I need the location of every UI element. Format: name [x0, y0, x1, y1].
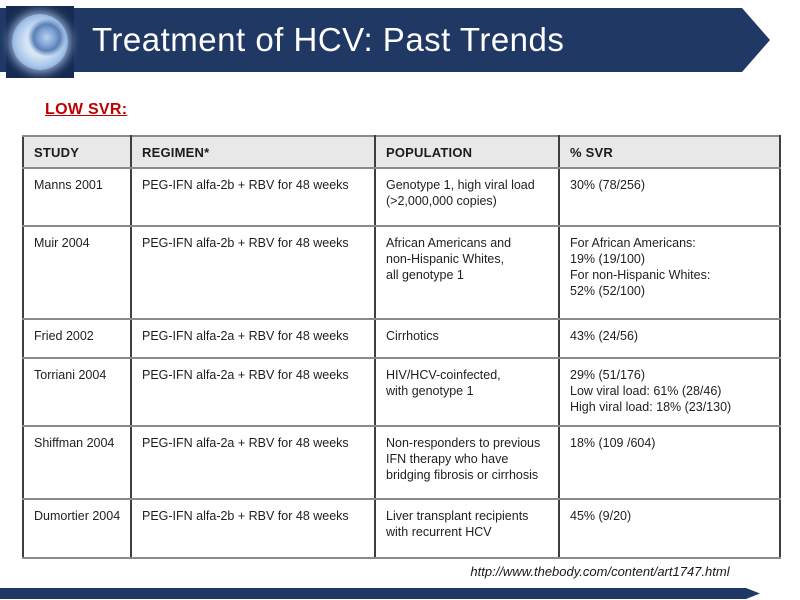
col-header-svr: % SVR [558, 135, 781, 169]
cell-svr: 43% (24/56) [558, 318, 781, 359]
cell-study: Muir 2004 [22, 225, 132, 320]
cell-svr: 30% (78/256) [558, 167, 781, 227]
cell-population: Genotype 1, high viral load (>2,000,000 … [374, 167, 560, 227]
cell-svr: 45% (9/20) [558, 498, 781, 559]
footer-bar [0, 588, 760, 599]
table-row: Fried 2002 PEG-IFN alfa-2a + RBV for 48 w… [22, 318, 781, 359]
cell-study: Manns 2001 [22, 167, 132, 227]
logo-box [6, 6, 74, 78]
cell-svr: 18% (109 /604) [558, 425, 781, 500]
hcv-studies-table: STUDY REGIMEN* POPULATION % SVR Manns 20… [22, 135, 781, 559]
cell-population: African Americans and non-Hispanic White… [374, 225, 560, 320]
page-title: Treatment of HCV: Past Trends [92, 21, 565, 58]
col-header-regimen: REGIMEN* [130, 135, 376, 169]
table-header-row: STUDY REGIMEN* POPULATION % SVR [22, 135, 781, 169]
cell-regimen: PEG-IFN alfa-2a + RBV for 48 weeks [130, 425, 376, 500]
hcv-virus-icon [12, 14, 68, 70]
table-row: Muir 2004 PEG-IFN alfa-2b + RBV for 48 we… [22, 225, 781, 320]
cell-regimen: PEG-IFN alfa-2b + RBV for 48 weeks [130, 225, 376, 320]
cell-study: Shiffman 2004 [22, 425, 132, 500]
cell-population: Liver transplant recipients with recurre… [374, 498, 560, 559]
col-header-population: POPULATION [374, 135, 560, 169]
cell-population: Non-responders to previous IFN therapy w… [374, 425, 560, 500]
cell-study: Fried 2002 [22, 318, 132, 359]
table-row: Shiffman 2004 PEG-IFN alfa-2a + RBV for 4… [22, 425, 781, 500]
cell-regimen: PEG-IFN alfa-2b + RBV for 48 weeks [130, 167, 376, 227]
table-row: Dumortier 2004 PEG-IFN alfa-2b + RBV for … [22, 498, 781, 559]
cell-svr: 29% (51/176) Low viral load: 61% (28/46)… [558, 357, 781, 427]
col-header-study: STUDY [22, 135, 132, 169]
cell-regimen: PEG-IFN alfa-2a + RBV for 48 weeks [130, 318, 376, 359]
cell-regimen: PEG-IFN alfa-2a + RBV for 48 weeks [130, 357, 376, 427]
section-label-low-svr: LOW SVR: [45, 101, 128, 118]
cell-study: Dumortier 2004 [22, 498, 132, 559]
cell-regimen: PEG-IFN alfa-2b + RBV for 48 weeks [130, 498, 376, 559]
table-row: Manns 2001 PEG-IFN alfa-2b + RBV for 48 w… [22, 167, 781, 227]
cell-study: Torriani 2004 [22, 357, 132, 427]
title-banner: Treatment of HCV: Past Trends [0, 8, 770, 72]
cell-population: Cirrhotics [374, 318, 560, 359]
table-row: Torriani 2004 PEG-IFN alfa-2a + RBV for 4… [22, 357, 781, 427]
cell-population: HIV/HCV-coinfected, with genotype 1 [374, 357, 560, 427]
cell-svr: For African Americans: 19% (19/100) For … [558, 225, 781, 320]
source-url-text: http://www.thebody.com/content/art1747.h… [470, 564, 730, 579]
